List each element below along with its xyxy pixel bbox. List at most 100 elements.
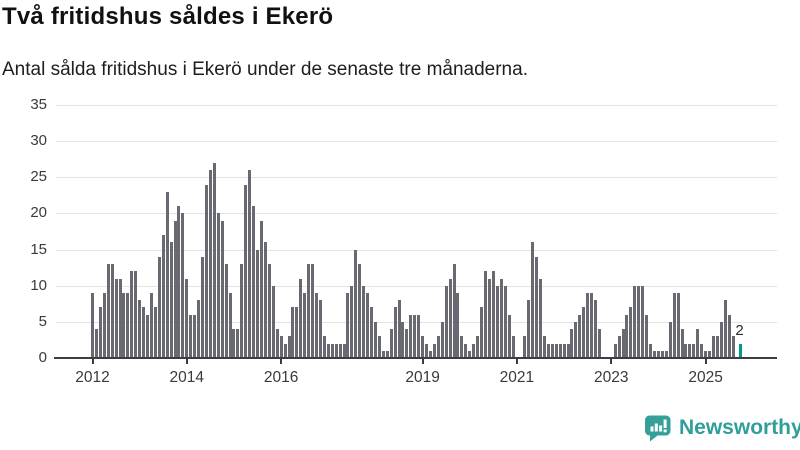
newsworthy-logo: Newsworthy xyxy=(644,414,800,442)
bar xyxy=(574,321,578,358)
bar xyxy=(185,278,189,358)
x-axis-tick xyxy=(704,359,707,364)
bar xyxy=(554,343,558,358)
gridline xyxy=(56,213,777,215)
bar xyxy=(417,314,421,358)
bar xyxy=(259,220,263,358)
bar xyxy=(193,314,197,358)
bar xyxy=(558,343,562,358)
y-axis-label: 5 xyxy=(38,312,47,330)
bar xyxy=(358,264,362,358)
bar xyxy=(656,350,660,358)
gridline xyxy=(56,285,777,287)
bar xyxy=(122,292,126,358)
bar xyxy=(719,321,723,358)
bar xyxy=(350,285,354,358)
bar xyxy=(283,343,287,358)
bar xyxy=(228,292,232,358)
bar xyxy=(566,343,570,358)
bar xyxy=(499,278,503,358)
x-axis-tick xyxy=(610,359,613,364)
bar xyxy=(413,314,417,358)
bar xyxy=(263,242,267,358)
bar xyxy=(224,264,228,358)
bar xyxy=(118,278,122,358)
bar xyxy=(220,220,224,358)
bar xyxy=(715,336,719,358)
bar xyxy=(436,336,440,358)
gridline xyxy=(56,177,777,179)
bar xyxy=(594,300,598,358)
gridline xyxy=(56,105,777,106)
bar xyxy=(428,350,432,358)
page-title: Två fritidshus såldes i Ekerö xyxy=(2,3,334,30)
bar xyxy=(727,314,731,358)
bar xyxy=(480,307,484,358)
bar xyxy=(684,343,688,358)
bar xyxy=(597,329,601,358)
bar xyxy=(672,292,676,358)
bar xyxy=(208,170,212,358)
bar xyxy=(126,292,130,358)
bar xyxy=(189,314,193,358)
bar xyxy=(692,343,696,358)
bar xyxy=(401,321,405,358)
bar xyxy=(303,292,307,358)
bar xyxy=(106,264,110,358)
bar xyxy=(318,300,322,358)
bar xyxy=(444,285,448,358)
bar xyxy=(452,264,456,358)
bar xyxy=(279,336,283,358)
bar xyxy=(550,343,554,358)
bar xyxy=(700,343,704,358)
bar xyxy=(511,336,515,358)
bar xyxy=(322,336,326,358)
x-axis-label: 2016 xyxy=(263,369,299,386)
bar xyxy=(94,329,98,358)
bar xyxy=(586,292,590,358)
bar xyxy=(546,343,550,358)
bar xyxy=(240,264,244,358)
x-axis-tick xyxy=(91,359,94,364)
bar xyxy=(613,343,617,358)
bar xyxy=(334,343,338,358)
bar xyxy=(704,350,708,358)
bar xyxy=(696,329,700,358)
bar xyxy=(664,350,668,358)
x-axis-label: 2019 xyxy=(405,369,440,386)
y-axis-label: 10 xyxy=(30,276,47,294)
bar xyxy=(668,321,672,358)
bar xyxy=(338,343,342,358)
bar xyxy=(169,242,173,358)
bar xyxy=(523,336,527,358)
bar xyxy=(539,278,543,358)
bar xyxy=(287,336,291,358)
bar xyxy=(236,329,240,358)
bar xyxy=(625,314,629,358)
bar xyxy=(267,264,271,358)
bar xyxy=(491,271,495,358)
bar xyxy=(723,300,727,358)
bar xyxy=(629,307,633,358)
bar xyxy=(311,264,315,358)
bar xyxy=(578,314,582,358)
x-axis-line xyxy=(54,357,777,359)
bar xyxy=(582,307,586,358)
x-axis-label: 2014 xyxy=(169,369,205,386)
bar xyxy=(397,300,401,358)
y-axis-label: 30 xyxy=(30,132,47,150)
bar xyxy=(244,184,248,358)
bar xyxy=(330,343,334,358)
bar xyxy=(731,336,735,358)
bar xyxy=(472,343,476,358)
bar xyxy=(711,336,715,358)
bar xyxy=(680,329,684,358)
bar xyxy=(393,307,397,358)
bar xyxy=(102,292,106,358)
bar xyxy=(531,242,535,358)
bar xyxy=(507,314,511,358)
bar xyxy=(366,292,370,358)
bar xyxy=(142,307,146,358)
bar xyxy=(248,170,252,358)
bar xyxy=(307,264,311,358)
